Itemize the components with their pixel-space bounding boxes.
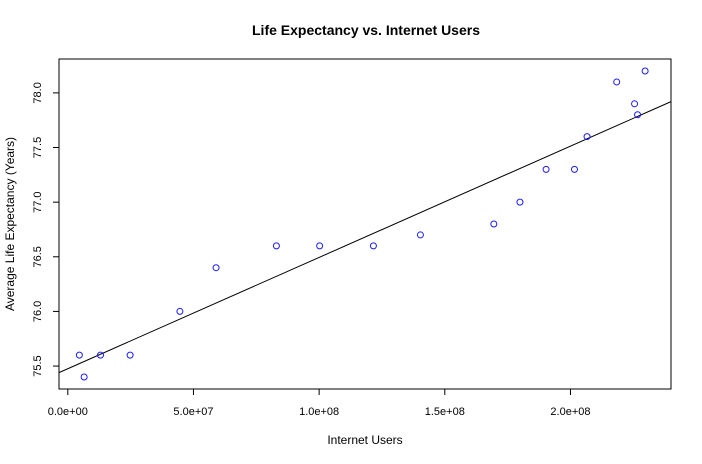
data-point — [570, 165, 578, 173]
data-point — [316, 242, 324, 250]
data-point — [613, 78, 621, 86]
x-tick-label: 1.5e+08 — [425, 406, 465, 418]
chart-title: Life Expectancy vs. Internet Users — [252, 22, 480, 38]
x-tick-label: 2.0e+08 — [550, 406, 590, 418]
y-tick-label: 76.5 — [32, 246, 44, 267]
data-point — [583, 133, 591, 141]
y-tick-label: 77.0 — [32, 191, 44, 212]
data-point — [634, 111, 642, 119]
x-axis: 0.0e+00 5.0e+07 1.0e+08 1.5e+08 2.0e+08 — [48, 389, 591, 418]
y-tick-label: 76.0 — [32, 301, 44, 322]
regression-line — [58, 101, 672, 374]
data-point — [96, 351, 104, 359]
data-points — [75, 67, 649, 381]
data-point — [416, 231, 424, 239]
x-tick-label: 0.0e+00 — [48, 406, 88, 418]
data-point — [490, 220, 498, 228]
y-axis: 75.5 76.0 76.5 77.0 77.5 78.0 — [32, 82, 59, 377]
data-point — [641, 67, 649, 75]
data-point — [212, 264, 220, 272]
x-tick-label: 1.0e+08 — [299, 406, 339, 418]
y-tick-label: 75.5 — [32, 355, 44, 376]
y-tick-label: 78.0 — [32, 82, 44, 103]
data-point — [126, 351, 134, 359]
y-axis-label: Average Life Expectancy (Years) — [3, 137, 17, 311]
data-point — [369, 242, 377, 250]
x-axis-label: Internet Users — [327, 433, 402, 447]
data-point — [272, 242, 280, 250]
data-point — [542, 165, 550, 173]
plot-frame — [58, 58, 672, 390]
y-tick-label: 77.5 — [32, 137, 44, 158]
data-point — [75, 351, 83, 359]
data-point — [631, 100, 639, 108]
data-point — [176, 307, 184, 315]
data-point — [80, 373, 88, 381]
x-tick-label: 5.0e+07 — [173, 406, 213, 418]
data-point — [516, 198, 524, 206]
